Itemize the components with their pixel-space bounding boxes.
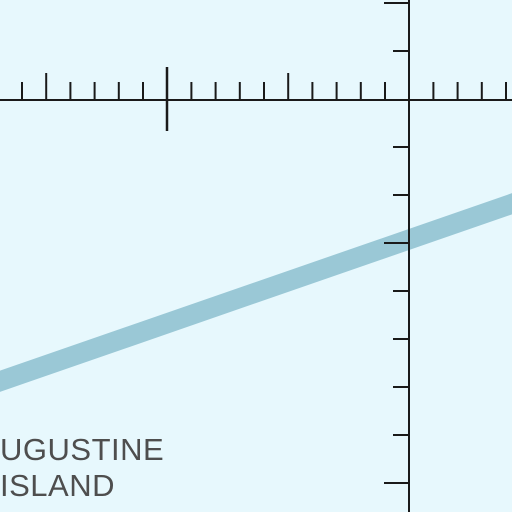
island-label-line2: ISLAND <box>0 468 115 503</box>
island-label-line1: UGUSTINE <box>0 432 165 467</box>
water-route-band <box>0 193 512 392</box>
vertical-tick-marks <box>384 2 409 484</box>
horizontal-tick-marks <box>21 73 507 100</box>
